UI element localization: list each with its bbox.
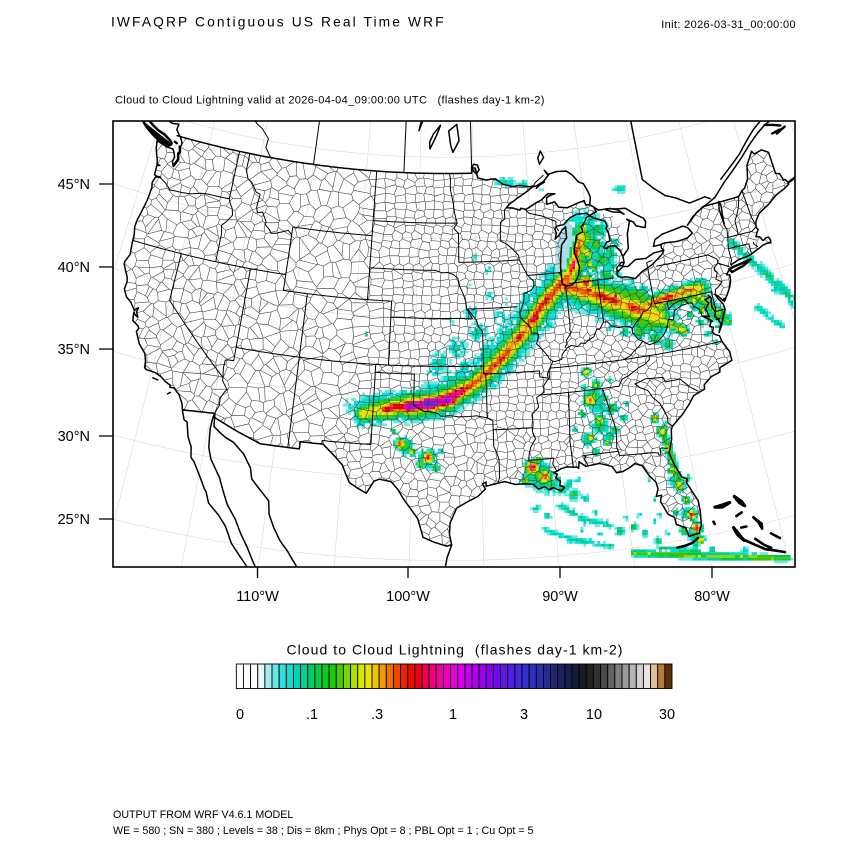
- svg-text:30°N: 30°N: [58, 429, 90, 445]
- svg-text:30: 30: [659, 707, 675, 723]
- svg-text:45°N: 45°N: [58, 177, 90, 193]
- svg-text:40°N: 40°N: [58, 260, 90, 276]
- svg-text:25°N: 25°N: [58, 512, 90, 528]
- svg-text:1: 1: [449, 707, 457, 723]
- svg-text:80°W: 80°W: [694, 589, 730, 605]
- svg-text:110°W: 110°W: [236, 589, 279, 605]
- svg-text:90°W: 90°W: [542, 589, 578, 605]
- svg-text:0: 0: [236, 707, 244, 723]
- svg-text:.3: .3: [371, 707, 383, 723]
- svg-text:3: 3: [520, 707, 528, 723]
- svg-text:Init: 2026-03-31_00:00:00: Init: 2026-03-31_00:00:00: [661, 19, 796, 31]
- svg-text:35°N: 35°N: [58, 342, 90, 358]
- svg-text:10: 10: [586, 707, 602, 723]
- svg-text:.1: .1: [306, 707, 318, 723]
- svg-text:100°W: 100°W: [386, 589, 430, 605]
- svg-text:IWFAQRP Contiguous US Real Tim: IWFAQRP Contiguous US Real Time WRF: [111, 15, 446, 30]
- svg-text:OUTPUT FROM WRF V4.6.1 MODEL: OUTPUT FROM WRF V4.6.1 MODEL: [113, 809, 293, 821]
- svg-text:Cloud to Cloud Lightning valid: Cloud to Cloud Lightning valid at 2026-0…: [115, 95, 545, 107]
- svg-text:WE = 580 ; SN = 380 ; Levels =: WE = 580 ; SN = 380 ; Levels = 38 ; Dis …: [113, 825, 534, 837]
- svg-text:Cloud to Cloud Lightning (fla: Cloud to Cloud Lightning (flashes day-1 …: [286, 642, 623, 658]
